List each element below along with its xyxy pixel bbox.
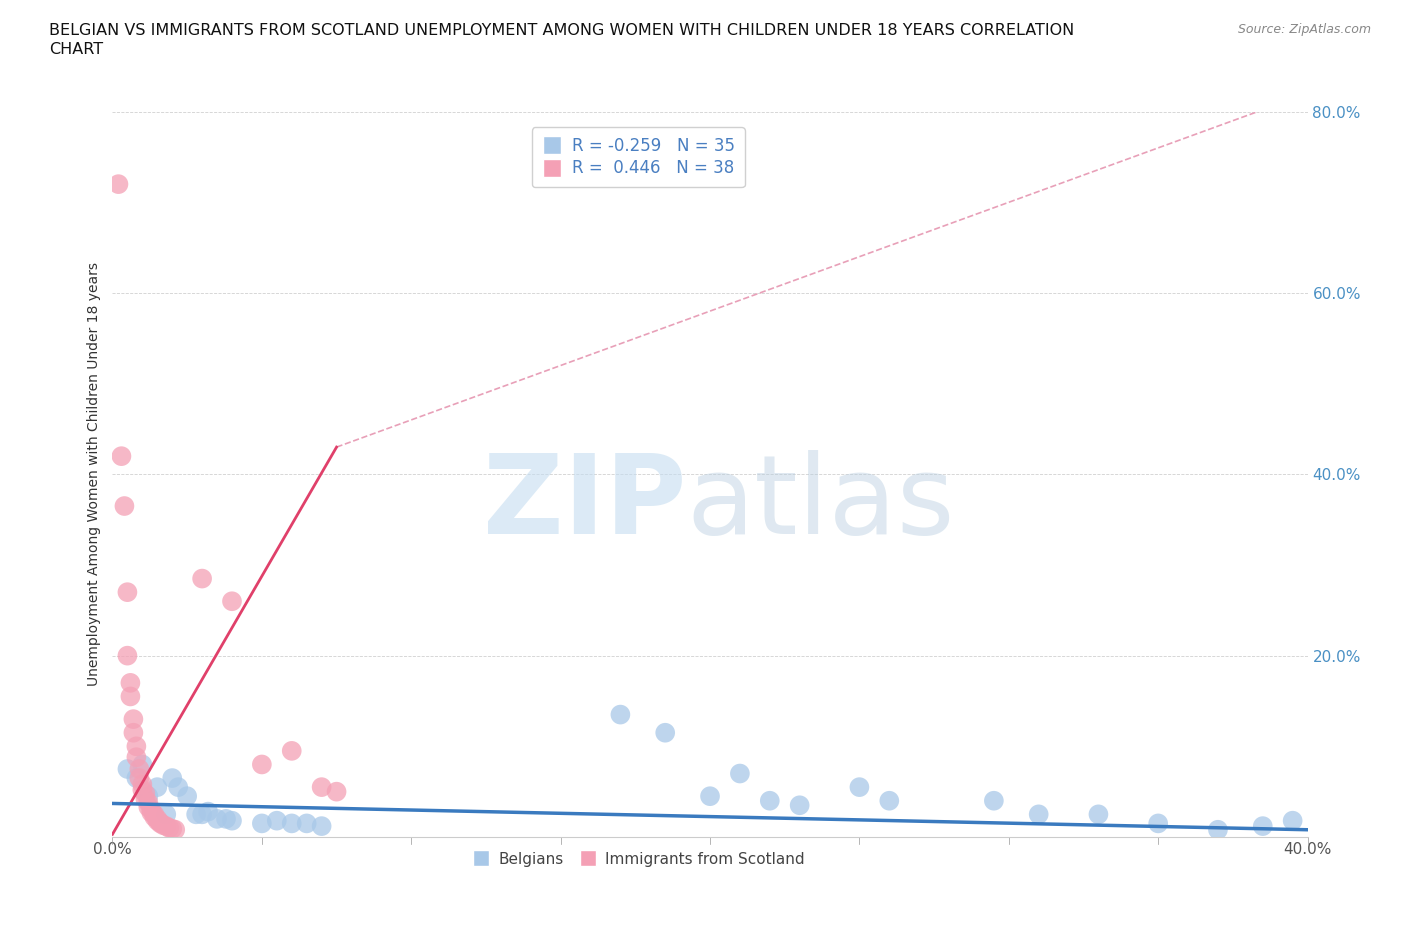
Point xyxy=(197,804,219,819)
Point xyxy=(167,779,190,794)
Point xyxy=(155,818,177,833)
Point xyxy=(125,771,148,786)
Point xyxy=(117,585,139,600)
Point xyxy=(250,816,273,830)
Point xyxy=(114,498,135,513)
Point xyxy=(609,707,631,722)
Point xyxy=(266,813,288,828)
Point xyxy=(128,762,150,777)
Point xyxy=(1251,818,1274,833)
Point xyxy=(110,449,132,464)
Point xyxy=(143,807,166,822)
Point xyxy=(165,822,187,837)
Point xyxy=(120,689,142,704)
Point xyxy=(728,766,751,781)
Point xyxy=(117,648,139,663)
Point xyxy=(250,757,273,772)
Point xyxy=(131,782,153,797)
Point xyxy=(131,757,153,772)
Point xyxy=(141,803,163,817)
Point xyxy=(107,177,129,192)
Text: CHART: CHART xyxy=(49,42,103,57)
Point xyxy=(131,777,153,791)
Point xyxy=(699,789,721,804)
Point xyxy=(1206,822,1229,837)
Point xyxy=(152,817,174,832)
Legend: Belgians, Immigrants from Scotland: Belgians, Immigrants from Scotland xyxy=(467,845,810,873)
Point xyxy=(134,786,156,801)
Point xyxy=(122,725,145,740)
Point xyxy=(138,795,160,810)
Point xyxy=(789,798,811,813)
Point xyxy=(117,762,139,777)
Point xyxy=(176,789,198,804)
Point xyxy=(1028,807,1050,822)
Point xyxy=(141,805,163,820)
Point xyxy=(134,791,156,806)
Point xyxy=(146,779,169,794)
Point xyxy=(654,725,676,740)
Point xyxy=(162,821,183,836)
Point xyxy=(162,771,183,786)
Point xyxy=(281,816,304,830)
Point xyxy=(1147,816,1170,830)
Point xyxy=(149,815,172,830)
Point xyxy=(120,675,142,690)
Point xyxy=(983,793,1005,808)
Point xyxy=(122,711,145,726)
Point xyxy=(191,807,214,822)
Y-axis label: Unemployment Among Women with Children Under 18 years: Unemployment Among Women with Children U… xyxy=(87,262,101,686)
Point xyxy=(146,813,169,828)
Point xyxy=(146,811,169,827)
Point xyxy=(221,594,243,609)
Point xyxy=(125,738,148,753)
Point xyxy=(281,743,304,758)
Point xyxy=(125,750,148,764)
Point xyxy=(157,820,180,835)
Point xyxy=(848,779,870,794)
Point xyxy=(879,793,901,808)
Point xyxy=(311,779,333,794)
Point xyxy=(138,800,160,815)
Point xyxy=(186,807,208,822)
Text: atlas: atlas xyxy=(686,450,955,557)
Point xyxy=(295,816,318,830)
Point xyxy=(311,818,333,833)
Point xyxy=(325,784,347,799)
Text: Source: ZipAtlas.com: Source: ZipAtlas.com xyxy=(1237,23,1371,36)
Point xyxy=(1281,813,1303,828)
Text: ZIP: ZIP xyxy=(482,450,686,557)
Point xyxy=(143,810,166,825)
Point xyxy=(191,571,214,586)
Point xyxy=(128,771,150,786)
Point xyxy=(221,813,243,828)
Point xyxy=(759,793,782,808)
Point xyxy=(1087,807,1109,822)
Point xyxy=(215,811,238,827)
Point xyxy=(149,816,172,830)
Text: BELGIAN VS IMMIGRANTS FROM SCOTLAND UNEMPLOYMENT AMONG WOMEN WITH CHILDREN UNDER: BELGIAN VS IMMIGRANTS FROM SCOTLAND UNEM… xyxy=(49,23,1074,38)
Point xyxy=(138,789,160,804)
Point xyxy=(205,811,228,827)
Point xyxy=(155,807,177,822)
